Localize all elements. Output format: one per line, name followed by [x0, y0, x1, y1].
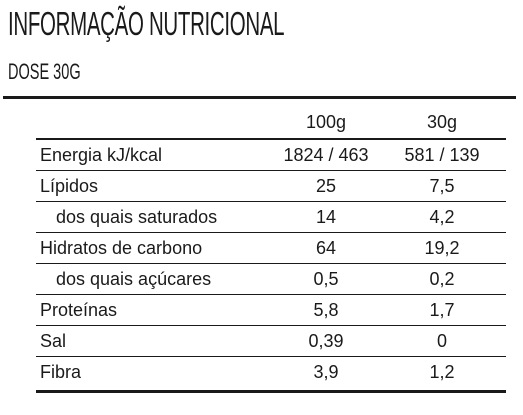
value-30g: 0,2	[429, 269, 455, 289]
table-row-proteins: Proteínas 5,8 1,7	[36, 295, 506, 326]
table-row-energy: Energia kJ/kcal 1824 / 463 581 / 139	[36, 140, 506, 171]
table-row-carbohydrates: Hidratos de carbono 64 19,2	[36, 233, 506, 264]
value-100g: 0,39	[308, 331, 344, 351]
value-100g: 0,5	[313, 269, 339, 289]
row-label: Energia kJ/kcal	[40, 145, 163, 165]
value-30g: 581 / 139	[404, 145, 480, 165]
row-label: Hidratos de carbono	[40, 238, 203, 258]
row-label: dos quais açúcares	[56, 269, 212, 289]
value-100g: 14	[315, 207, 337, 227]
row-label: Proteínas	[40, 300, 118, 320]
bottom-divider	[36, 390, 506, 393]
page-title: INFORMAÇÃO NUTRICIONAL	[8, 5, 285, 42]
column-header-100g: 100g	[305, 112, 347, 132]
value-30g: 1,7	[429, 300, 455, 320]
row-label: Sal	[40, 331, 67, 351]
serving-size-label: DOSE 30G	[8, 59, 81, 84]
row-label: Fibra	[40, 362, 82, 382]
header-divider	[36, 138, 506, 140]
value-100g: 3,9	[313, 362, 339, 382]
value-100g: 64	[315, 238, 337, 258]
top-divider	[3, 96, 516, 99]
table-row-fiber: Fibra 3,9 1,2	[36, 357, 506, 387]
table-row-salt: Sal 0,39 0	[36, 326, 506, 357]
value-30g: 1,2	[429, 362, 455, 382]
table-header-row: 100g 30g	[36, 108, 506, 138]
table-row-sugars: dos quais açúcares 0,5 0,2	[36, 264, 506, 295]
value-30g: 4,2	[429, 207, 455, 227]
value-100g: 25	[315, 176, 337, 196]
nutrition-table: 100g 30g Energia kJ/kcal 1824 / 463 581 …	[36, 108, 506, 387]
value-30g: 0	[436, 331, 447, 351]
value-100g: 1824 / 463	[283, 145, 369, 165]
row-label: dos quais saturados	[56, 207, 218, 227]
table-row-saturated: dos quais saturados 14 4,2	[36, 202, 506, 233]
value-100g: 5,8	[313, 300, 339, 320]
value-30g: 19,2	[424, 238, 460, 258]
column-header-30g: 30g	[426, 112, 458, 132]
row-label: Lípidos	[40, 176, 99, 196]
table-row-lipids: Lípidos 25 7,5	[36, 171, 506, 202]
value-30g: 7,5	[429, 176, 455, 196]
